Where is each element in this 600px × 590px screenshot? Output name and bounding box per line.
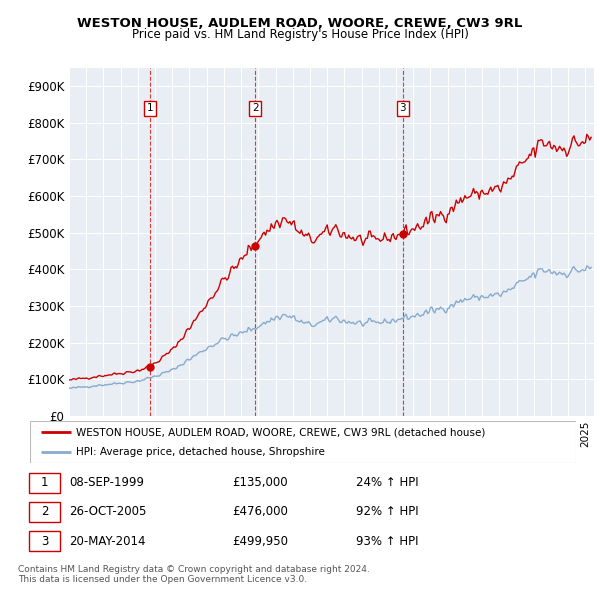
Text: 92% ↑ HPI: 92% ↑ HPI	[356, 505, 419, 519]
FancyBboxPatch shape	[29, 502, 60, 522]
Text: 08-SEP-1999: 08-SEP-1999	[69, 476, 144, 489]
Text: 26-OCT-2005: 26-OCT-2005	[69, 505, 146, 519]
Text: 3: 3	[399, 103, 406, 113]
Text: This data is licensed under the Open Government Licence v3.0.: This data is licensed under the Open Gov…	[18, 575, 307, 584]
Text: 20-MAY-2014: 20-MAY-2014	[69, 535, 145, 548]
Text: 24% ↑ HPI: 24% ↑ HPI	[356, 476, 419, 489]
Text: 2: 2	[41, 505, 49, 519]
FancyBboxPatch shape	[29, 473, 60, 493]
Text: £476,000: £476,000	[232, 505, 288, 519]
Text: WESTON HOUSE, AUDLEM ROAD, WOORE, CREWE, CW3 9RL: WESTON HOUSE, AUDLEM ROAD, WOORE, CREWE,…	[77, 17, 523, 30]
Text: £135,000: £135,000	[232, 476, 288, 489]
Text: 3: 3	[41, 535, 49, 548]
Text: Price paid vs. HM Land Registry's House Price Index (HPI): Price paid vs. HM Land Registry's House …	[131, 28, 469, 41]
Text: £499,950: £499,950	[232, 535, 289, 548]
Text: Contains HM Land Registry data © Crown copyright and database right 2024.: Contains HM Land Registry data © Crown c…	[18, 565, 370, 574]
Text: 93% ↑ HPI: 93% ↑ HPI	[356, 535, 419, 548]
Text: 2: 2	[252, 103, 259, 113]
Text: HPI: Average price, detached house, Shropshire: HPI: Average price, detached house, Shro…	[76, 447, 325, 457]
FancyBboxPatch shape	[30, 421, 576, 463]
Text: WESTON HOUSE, AUDLEM ROAD, WOORE, CREWE, CW3 9RL (detached house): WESTON HOUSE, AUDLEM ROAD, WOORE, CREWE,…	[76, 427, 486, 437]
FancyBboxPatch shape	[29, 531, 60, 551]
Text: 1: 1	[146, 103, 153, 113]
Text: 1: 1	[41, 476, 49, 489]
